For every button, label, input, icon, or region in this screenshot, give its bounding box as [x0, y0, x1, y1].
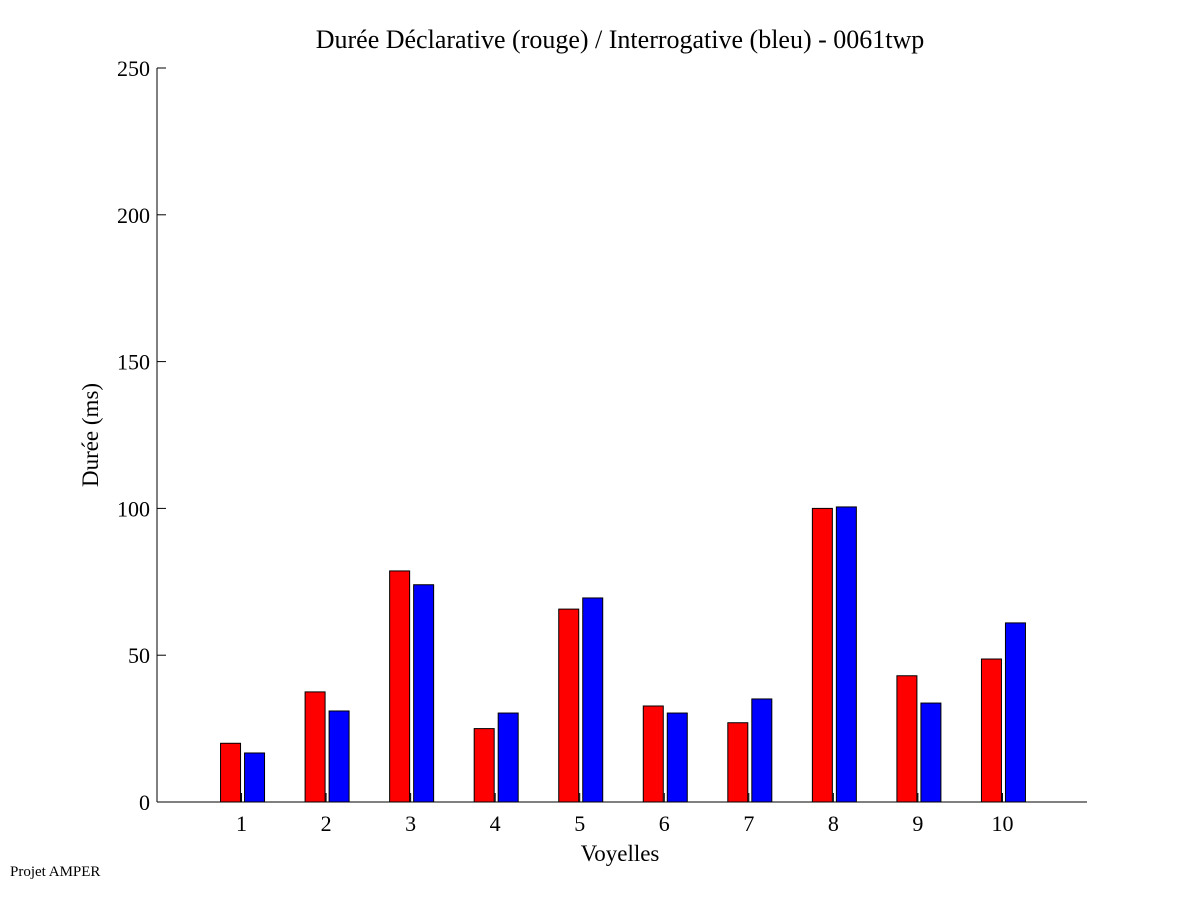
bar-red-9 [896, 675, 918, 803]
footer-credit: Projet AMPER [10, 864, 101, 880]
bar-blue-1 [244, 752, 266, 803]
x-tick-label: 10 [991, 811, 1013, 836]
bar-red-7 [727, 722, 749, 803]
bar-blue-9 [920, 702, 942, 803]
x-axis-label: Voyelles [581, 841, 660, 866]
bar-blue-6 [666, 712, 688, 803]
y-tick-label: 50 [128, 643, 150, 668]
bar-red-6 [642, 705, 664, 803]
x-tick-label: 2 [321, 811, 332, 836]
y-tick-label: 250 [117, 56, 150, 81]
bar-red-2 [304, 691, 326, 803]
x-tick-label: 1 [236, 811, 247, 836]
bar-blue-2 [328, 710, 350, 803]
x-tick-label: 3 [405, 811, 416, 836]
x-tick-label: 7 [743, 811, 754, 836]
bar-red-5 [558, 608, 580, 803]
y-tick-label: 0 [139, 790, 150, 815]
x-tick-label: 8 [828, 811, 839, 836]
bar-blue-8 [835, 506, 857, 803]
bar-red-8 [811, 507, 833, 803]
bar-red-4 [473, 728, 495, 803]
bar-blue-3 [413, 584, 435, 803]
x-tick-label: 6 [659, 811, 670, 836]
y-tick-label: 200 [117, 203, 150, 228]
bar-blue-7 [751, 698, 773, 803]
bar-blue-5 [582, 597, 604, 803]
x-tick-label: 9 [912, 811, 923, 836]
bar-blue-10 [1004, 622, 1026, 803]
y-axis-label: Durée (ms) [78, 383, 103, 487]
bar-red-1 [220, 742, 242, 803]
y-tick-label: 150 [117, 350, 150, 375]
x-tick-label: 4 [490, 811, 501, 836]
y-tick-label: 100 [117, 496, 150, 521]
bar-blue-4 [497, 712, 519, 803]
bar-red-3 [389, 570, 411, 803]
chart-title: Durée Déclarative (rouge) / Interrogativ… [316, 25, 925, 54]
bar-red-10 [980, 658, 1002, 803]
x-tick-label: 5 [574, 811, 585, 836]
